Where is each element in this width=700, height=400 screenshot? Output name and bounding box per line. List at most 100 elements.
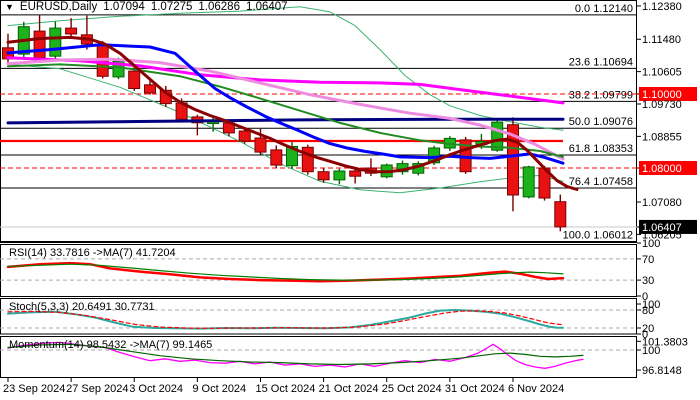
sma200-navy (6, 117, 565, 125)
stoch-axis-label: 20 (642, 323, 654, 335)
candle-body (522, 166, 535, 198)
rsi-label: RSI(14) 33.7816 ->MA(7) 41.7204 (9, 247, 176, 259)
price-badge-label: 1.06407 (642, 222, 682, 234)
rsi-axis-label: 30 (642, 275, 654, 287)
sma55-pink (6, 57, 565, 161)
candlestick (270, 145, 283, 168)
price-axis-label: 1.08855 (642, 131, 682, 143)
price-badge-1.08000 (639, 161, 697, 175)
candlestick (459, 136, 472, 174)
momentum-axis-label: 96.8148 (642, 365, 682, 377)
date-axis-label: 3 Oct 2024 (129, 383, 183, 395)
candle-body (128, 70, 141, 89)
rsi-ma (7, 263, 564, 281)
stoch-panel-frame (0, 298, 637, 335)
candle-body (317, 171, 330, 181)
date-axis-label: 31 Oct 2024 (445, 383, 505, 395)
stoch-axis-label: 80 (642, 305, 654, 317)
momentum-panel-frame (0, 336, 637, 378)
date-axis-label: 23 Sep 2024 (3, 383, 65, 395)
stoch-label: Stoch(5,3,3) 20.6491 30.7731 (9, 301, 155, 313)
price-axis-label: 1.11480 (642, 34, 681, 46)
stoch-signal (7, 310, 564, 329)
candle-body (49, 27, 62, 57)
candle-body (349, 170, 362, 177)
chart-title: ▼ EURUSD,Daily 1.07094 1.07275 1.06286 1… (5, 1, 288, 13)
price-axis-label: 1.07080 (642, 197, 682, 209)
sma20-blue (6, 43, 565, 165)
candle-body (270, 149, 283, 166)
main-panel-frame (0, 0, 637, 243)
candle-body (144, 84, 156, 94)
lwma10-maroon (6, 35, 579, 191)
fib-label-0.0: 0.0 1.12140 (575, 3, 633, 15)
candle-body (254, 137, 267, 153)
price-axis-label: 1.10605 (642, 67, 682, 79)
fib-label-61.8: 61.8 1.08353 (569, 143, 633, 155)
stoch-axis-label: 0 (642, 329, 648, 341)
candle-body (65, 27, 78, 35)
candlestick (112, 57, 125, 80)
fib-label-23.6: 23.6 1.10694 (569, 56, 633, 68)
candle-body (507, 124, 519, 196)
symbol-label: EURUSD,Daily (19, 1, 98, 13)
candlestick (191, 114, 204, 136)
momentum-ma (7, 343, 584, 366)
bollinger-lower (7, 63, 564, 194)
candlestick (317, 168, 330, 183)
date-axis-label: 27 Sep 2024 (66, 383, 128, 395)
stoch-axis-label: 100 (642, 299, 660, 311)
candle-body (301, 146, 314, 173)
candlestick (507, 117, 519, 212)
candlestick (65, 18, 78, 39)
fib-label-76.4: 76.4 1.07458 (569, 176, 633, 188)
momentum-axis-label: 100 (642, 345, 660, 357)
candle-body (554, 201, 567, 228)
date-axis-label: 9 Oct 2024 (192, 383, 246, 395)
price-badge-label: 1.08000 (642, 163, 682, 175)
candlestick (522, 165, 535, 199)
fib-label-38.2: 38.2 1.09799 (569, 89, 633, 101)
candle-body (428, 147, 441, 164)
sma100-magenta (6, 56, 565, 105)
candlestick (144, 79, 156, 95)
candle-body (238, 130, 251, 142)
candle-body (112, 60, 125, 78)
candlestick (349, 168, 362, 184)
date-axis-label: 25 Oct 2024 (382, 383, 442, 395)
ohlc-open: 1.07094 (103, 1, 145, 13)
candlestick (364, 158, 377, 177)
candlestick (554, 194, 567, 232)
ohlc-low: 1.06286 (198, 1, 240, 13)
rsi-axis-label: 0 (642, 291, 648, 303)
ohlc-close: 1.06407 (245, 1, 288, 13)
price-axis-label: 1.12380 (642, 1, 682, 13)
symbol-dropdown-icon[interactable]: ▼ (5, 1, 14, 12)
fib-label-100.0: 100.0 1.06012 (563, 230, 633, 242)
momentum (7, 341, 584, 369)
price-badge-1.06407 (639, 219, 697, 234)
price-badge-1.10000 (639, 87, 697, 101)
price-axis-label: 1.09730 (642, 99, 682, 111)
rsi-axis-label: 100 (642, 238, 660, 250)
price-axis-label: 1.06205 (642, 229, 682, 241)
price-badge-label: 1.10000 (642, 89, 682, 101)
fib-label-50.0: 50.0 1.09076 (569, 116, 633, 128)
candlestick (128, 67, 141, 91)
ohlc-high: 1.07275 (150, 1, 193, 13)
rsi (6, 261, 565, 283)
candlestick (301, 144, 314, 175)
momentum-label: Momentum(14) 98.5432 ->MA(7) 99.1465 (9, 339, 212, 351)
momentum-axis-label: 101.3803 (642, 336, 688, 348)
date-axis-label: 21 Oct 2024 (319, 383, 379, 395)
date-axis-label: 6 Nov 2024 (508, 383, 564, 395)
rsi-axis-label: 70 (642, 254, 654, 266)
rsi-panel-frame (0, 244, 637, 297)
candlestick (333, 168, 346, 185)
candle-body (33, 30, 46, 59)
candle-body (333, 170, 346, 181)
candle-body (491, 121, 504, 151)
candlestick (49, 21, 62, 59)
